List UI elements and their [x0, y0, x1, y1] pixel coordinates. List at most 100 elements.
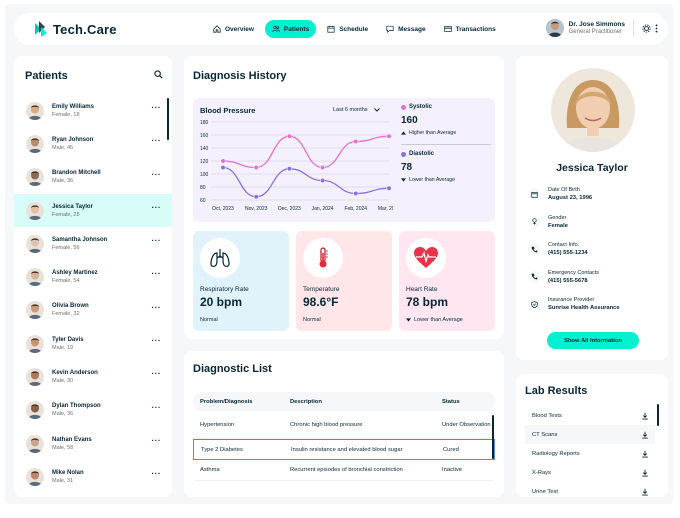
download-icon[interactable]: [641, 488, 649, 496]
doctor-actions: [642, 23, 658, 33]
patient-name: Kevin Anderson: [52, 370, 98, 377]
lab-results-scrollbar[interactable]: [657, 404, 659, 426]
patient-list-item[interactable]: Dylan Thompson Male, 36 ···: [14, 394, 172, 427]
respiratory-rate-label: Respiratory Rate: [200, 286, 249, 293]
doctor-avatar: [545, 19, 564, 37]
patients-scrollbar[interactable]: [167, 98, 169, 140]
table-row[interactable]: Hypertension Chronic high blood pressure…: [193, 411, 495, 439]
more-horizontal-icon[interactable]: ···: [151, 336, 161, 346]
data-point-diastolic[interactable]: [253, 194, 259, 200]
more-horizontal-icon[interactable]: ···: [151, 402, 161, 412]
diastolic-note: Lower than Average: [409, 177, 456, 183]
lab-result-item[interactable]: Urine Test: [525, 482, 655, 497]
respiratory-rate-status: Normal: [200, 317, 218, 323]
nav-schedule[interactable]: Schedule: [320, 20, 375, 38]
data-point-systolic[interactable]: [220, 158, 226, 164]
logo-icon: [35, 21, 47, 37]
brand-logo[interactable]: Tech.Care: [32, 21, 117, 37]
x-tick-label: Jan, 2024: [312, 206, 334, 212]
cell-status: Under Observation: [442, 421, 491, 428]
patient-list-item[interactable]: Ryan Johnson Male, 45 ···: [14, 127, 172, 160]
patient-list-item[interactable]: Emily Williams Female, 18 ···: [14, 94, 172, 127]
nav-schedule-label: Schedule: [339, 25, 369, 33]
patient-gender-age: Male, 58: [52, 444, 74, 451]
more-horizontal-icon[interactable]: ···: [151, 136, 161, 146]
patient-avatar: [26, 268, 44, 287]
more-horizontal-icon[interactable]: ···: [151, 236, 161, 246]
lab-results-list: Blood Tests CT Scans Radiology Reports X-Ra…: [525, 406, 655, 497]
more-horizontal-icon[interactable]: ···: [151, 369, 161, 379]
data-point-systolic[interactable]: [253, 164, 259, 171]
more-horizontal-icon[interactable]: ···: [151, 269, 161, 279]
download-icon[interactable]: [641, 469, 649, 477]
more-horizontal-icon[interactable]: ···: [151, 169, 161, 179]
nav-overview[interactable]: Overview: [206, 20, 261, 38]
more-horizontal-icon[interactable]: ···: [151, 302, 161, 312]
x-tick-label: Feb, 2024: [345, 206, 368, 212]
data-point-systolic[interactable]: [386, 133, 392, 139]
diagnostic-scrollbar[interactable]: [492, 415, 494, 459]
patient-list-item[interactable]: Brandon Mitchell Male, 36 ···: [14, 161, 172, 194]
main-nav: Overview Patients Schedule Message Trans…: [206, 20, 503, 38]
more-horizontal-icon[interactable]: ···: [151, 435, 161, 445]
more-horizontal-icon[interactable]: ···: [151, 469, 161, 479]
y-tick-label: 60: [200, 198, 206, 204]
patient-list-item[interactable]: Ashley Martinez Female, 54 ···: [14, 260, 172, 293]
download-icon[interactable]: [641, 412, 649, 420]
table-row[interactable]: Type 2 Diabetes Insulin resistance and e…: [193, 439, 495, 460]
patient-name: Dylan Thompson: [52, 403, 101, 410]
patient-list-item[interactable]: Samantha Johnson Female, 56 ···: [14, 227, 172, 260]
diagnosis-history-panel: Diagnosis History Blood Pressure Last 6 …: [184, 56, 504, 339]
patient-list-item[interactable]: Tyler Davis Male, 19 ···: [14, 327, 172, 360]
lab-result-item[interactable]: Radiology Reports: [525, 444, 655, 463]
temperature-card: Temperature 98.6°F Normal: [296, 231, 392, 331]
lab-result-item[interactable]: CT Scans: [525, 425, 655, 444]
patient-info: Mike Nolan Male, 31: [52, 470, 84, 484]
nav-transactions[interactable]: Transactions: [437, 20, 503, 38]
download-icon[interactable]: [641, 431, 649, 439]
range-dropdown[interactable]: Last 6 months: [333, 107, 380, 113]
data-point-diastolic[interactable]: [320, 177, 326, 184]
nav-patients[interactable]: Patients: [264, 20, 317, 38]
data-point-systolic[interactable]: [353, 138, 359, 145]
search-icon[interactable]: [154, 70, 163, 79]
field-emergency-contacts: Emergency Contacts (415) 555-5678: [528, 270, 620, 298]
diastolic-dot: [401, 151, 406, 157]
lab-result-item[interactable]: X-Rays: [525, 463, 655, 482]
patient-avatar: [26, 168, 44, 187]
gear-icon[interactable]: [642, 23, 651, 33]
download-icon[interactable]: [641, 450, 649, 458]
data-point-systolic[interactable]: [320, 164, 326, 171]
nav-message[interactable]: Message: [379, 20, 432, 38]
brand-name: Tech.Care: [53, 21, 117, 37]
more-vertical-icon[interactable]: [655, 23, 658, 33]
heart-rate-label: Heart Rate: [406, 286, 438, 293]
heart-rate-status: Lower than Average: [406, 317, 463, 323]
table-row[interactable]: Asthma Recurrent episodes of bronchial c…: [193, 460, 495, 481]
patient-name: Brandon Mitchell: [52, 170, 101, 177]
data-point-systolic[interactable]: [286, 133, 292, 139]
lungs-icon: [200, 238, 240, 278]
more-horizontal-icon[interactable]: ···: [151, 202, 161, 212]
field-insurance-provider: Insurance Provider Sunrise Health Assuran…: [528, 297, 620, 325]
data-point-diastolic[interactable]: [220, 164, 226, 171]
calendar-icon: [327, 25, 335, 33]
data-point-diastolic[interactable]: [286, 166, 292, 172]
patient-list-item[interactable]: Nathan Evans Male, 58 ···: [14, 427, 172, 460]
patient-list-item[interactable]: Kevin Anderson Male, 30 ···: [14, 360, 172, 393]
patient-list-item[interactable]: Jessica Taylor Female, 28 ···: [14, 193, 172, 228]
heart-icon: [406, 238, 446, 278]
systolic-dot: [401, 104, 406, 110]
patient-list-item[interactable]: Olivia Brown Female, 32 ···: [14, 294, 172, 327]
patient-gender-age: Female, 32: [52, 311, 80, 318]
data-point-diastolic[interactable]: [386, 185, 392, 191]
systolic-legend: Systolic 160 Higher than Average: [401, 104, 491, 144]
patient-name: Tyler Davis: [52, 336, 84, 343]
patient-list-item[interactable]: Mike Nolan Male, 31 ···: [14, 460, 172, 493]
more-horizontal-icon[interactable]: ···: [151, 103, 161, 112]
data-point-diastolic[interactable]: [353, 190, 359, 197]
patient-info: Kevin Anderson Male, 30: [52, 370, 98, 384]
doctor-profile[interactable]: Dr. Jose Simmons General Practitioner: [545, 19, 658, 37]
lab-result-item[interactable]: Blood Tests: [525, 406, 655, 425]
show-all-information-button[interactable]: Show All Information: [547, 332, 639, 349]
